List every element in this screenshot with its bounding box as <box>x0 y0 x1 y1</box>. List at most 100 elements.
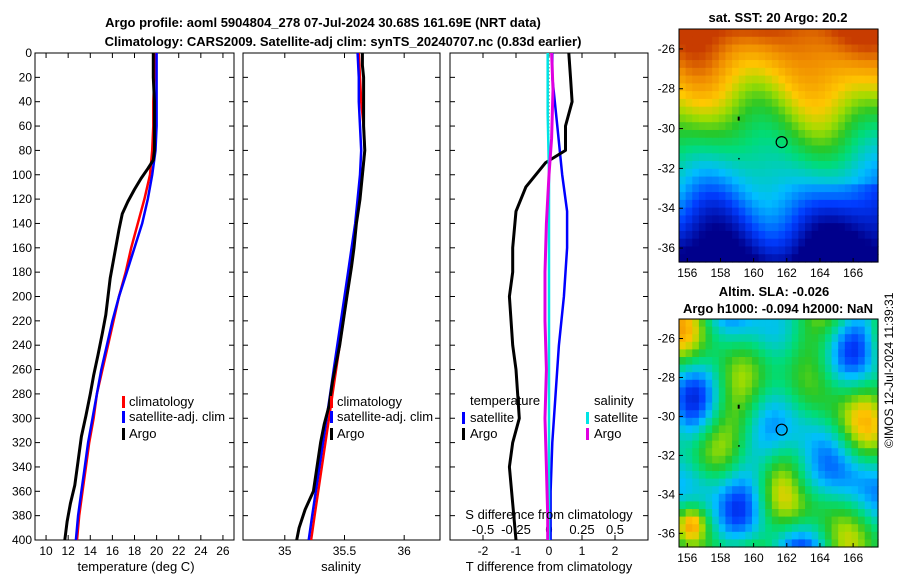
map-cell <box>871 145 879 154</box>
map-cell <box>805 395 813 404</box>
map-cell <box>712 207 720 216</box>
map-cell <box>798 223 806 232</box>
map-cell <box>811 52 819 61</box>
map-cell <box>725 230 733 240</box>
map-cell <box>705 246 713 255</box>
map-cell <box>831 161 839 170</box>
map-cell <box>771 67 780 77</box>
map-cell <box>838 493 846 502</box>
map-cell <box>698 509 707 518</box>
map-cell <box>685 395 693 404</box>
map-cell <box>738 349 746 358</box>
map-cell <box>824 425 833 434</box>
map-cell <box>771 153 780 162</box>
map-cell <box>745 207 753 216</box>
map-cell <box>818 509 826 518</box>
map-cell <box>732 410 740 419</box>
map-cell <box>705 471 713 480</box>
map-cell <box>838 36 846 46</box>
map-cell <box>679 433 687 442</box>
map-cell <box>692 238 700 248</box>
map-cell <box>745 372 753 381</box>
map-cell <box>791 486 799 495</box>
map-cell <box>771 387 780 396</box>
map-cell <box>844 122 853 131</box>
map-cell <box>718 246 727 255</box>
map-cell <box>758 463 766 472</box>
map-cell <box>858 372 866 381</box>
map-cell <box>798 44 806 53</box>
map-cell <box>705 379 713 388</box>
map-cell <box>679 192 687 201</box>
map-cell <box>685 448 693 457</box>
map-cell <box>698 341 707 350</box>
map-cell <box>805 145 813 154</box>
map-cell <box>718 176 727 185</box>
map-cell <box>738 440 746 449</box>
map-cell <box>818 516 826 525</box>
map-cell <box>864 455 872 464</box>
map-cell <box>831 524 839 533</box>
map-cell <box>705 417 713 426</box>
map-cell <box>831 83 839 92</box>
map-x-tick-label: 162 <box>777 266 797 280</box>
map-cell <box>851 433 859 442</box>
map-cell <box>858 334 866 343</box>
map-cell <box>864 106 872 116</box>
map-cell <box>798 254 806 263</box>
map-cell <box>758 238 766 248</box>
island-mark <box>737 116 740 121</box>
map-cell <box>858 387 866 396</box>
map-cell <box>851 129 859 139</box>
map-cell <box>758 319 766 328</box>
map-cell <box>871 341 879 350</box>
map-cell <box>831 326 839 335</box>
map-cell <box>712 463 720 472</box>
map-cell <box>758 52 766 61</box>
map-cell <box>785 114 793 123</box>
map-cell <box>805 254 813 263</box>
map-cell <box>718 349 727 358</box>
map-cell <box>738 509 746 518</box>
map-cell <box>824 433 833 442</box>
map-cell <box>692 168 700 178</box>
map-cell <box>758 230 766 240</box>
map-cell <box>718 463 727 472</box>
map-cell <box>805 486 813 495</box>
map-cell <box>738 402 746 411</box>
map-cell <box>718 493 727 502</box>
map-cell <box>758 471 766 480</box>
map-cell <box>864 230 872 240</box>
map-cell <box>791 524 799 533</box>
sst-map-title: sat. SST: 20 Argo: 20.2 <box>709 10 848 25</box>
map-cell <box>851 254 859 263</box>
map-cell <box>679 417 687 426</box>
y-tick-label: 240 <box>12 338 32 352</box>
map-cell <box>745 425 753 434</box>
map-cell <box>692 501 700 510</box>
map-cell <box>705 114 713 123</box>
map-cell <box>679 463 687 472</box>
map-cell <box>745 122 753 131</box>
map-cell <box>798 486 806 495</box>
map-x-tick-label: 158 <box>710 266 730 280</box>
map-cell <box>818 440 826 449</box>
map-cell <box>725 364 733 373</box>
map-cell <box>838 91 846 100</box>
map-cell <box>811 122 819 131</box>
map-cell <box>679 184 687 193</box>
map-cell <box>805 539 813 548</box>
map-cell <box>805 319 813 328</box>
map-cell <box>844 223 853 232</box>
map-cell <box>771 326 780 335</box>
map-cell <box>778 334 786 343</box>
map-cell <box>745 349 753 358</box>
map-cell <box>851 516 859 525</box>
map-cell <box>705 455 713 464</box>
map-cell <box>685 184 693 193</box>
map-cell <box>738 60 746 69</box>
map-cell <box>751 60 760 69</box>
map-cell <box>732 246 740 255</box>
map-cell <box>791 341 799 350</box>
map-cell <box>758 75 766 84</box>
